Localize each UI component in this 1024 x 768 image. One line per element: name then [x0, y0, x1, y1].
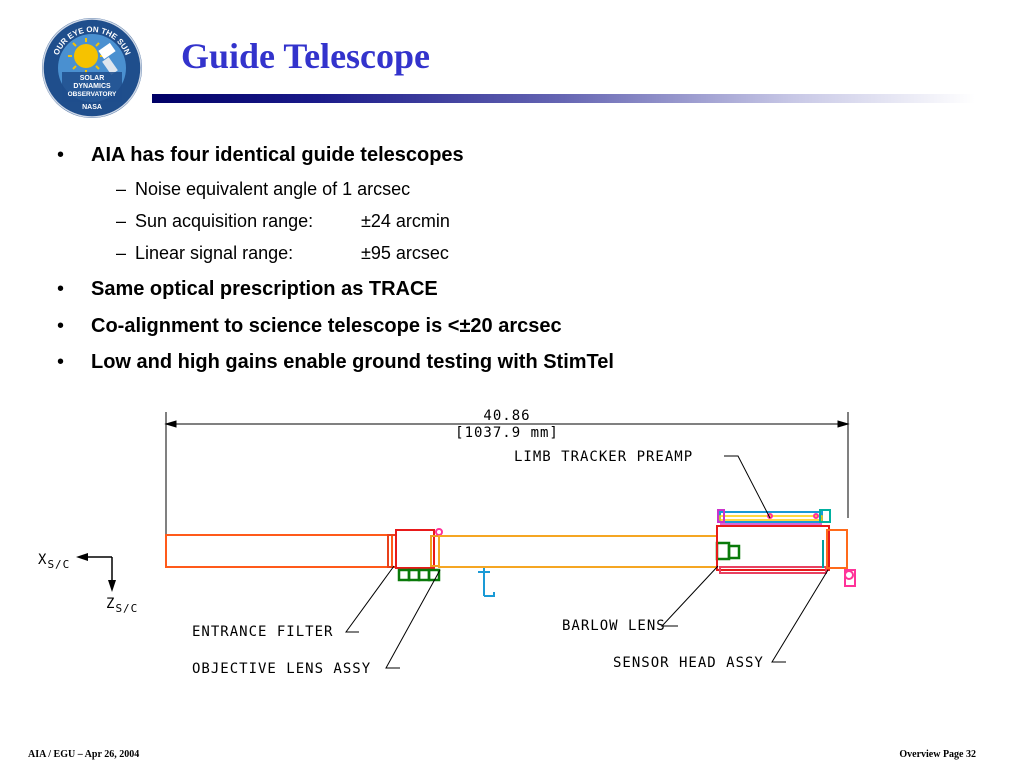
footer-page-number: Overview Page 32 [899, 749, 976, 760]
sub-bullet-value: ±95 arcsec [361, 243, 449, 263]
dash-glyph: – [116, 211, 127, 231]
mounting-bracket [478, 568, 495, 597]
sdo-logo: OUR EYE ON THE SUN SOLAR DYNAMICS OBSERV… [42, 18, 142, 118]
slide-title: Guide Telescope [181, 36, 431, 76]
telescope-assembly [165, 509, 856, 597]
bullet-text: AIA has four identical guide telescopes [91, 144, 464, 166]
guide-telescope-drawing: 40.86 [1037.9 mm] XS/C ZS/C [38, 408, 856, 677]
bullet-glyph: • [57, 144, 65, 166]
logo-line-3: OBSERVATORY [68, 91, 117, 98]
callout-barlow-lens: BARLOW LENS [562, 618, 666, 634]
main-tube [438, 535, 718, 568]
objective-lens-housing [395, 529, 435, 569]
limb-tracker-preamp [717, 509, 831, 525]
bullet-text: Low and high gains enable ground testing… [91, 351, 614, 373]
sub-bullet-text: Noise equivalent angle of 1 arcsec [135, 179, 411, 199]
dash-glyph: – [116, 243, 127, 263]
callout-leaders [345, 455, 829, 669]
logo-line-2: DYNAMICS [73, 83, 111, 90]
bullet-glyph: • [57, 278, 65, 300]
axis-z-label: ZS/C [106, 596, 138, 615]
axis-x-label: XS/C [38, 552, 70, 571]
logo-line-1: SOLAR [80, 75, 105, 82]
axis-indicator: XS/C ZS/C [38, 552, 138, 615]
bullet-glyph: • [57, 315, 65, 337]
title-underline [152, 94, 975, 103]
sun-icon [68, 38, 104, 74]
dash-glyph: – [116, 179, 127, 199]
callout-limb-tracker: LIMB TRACKER PREAMP [514, 449, 693, 465]
footer-left: AIA / EGU – Apr 26, 2004 [28, 749, 140, 760]
dimension-line [164, 412, 850, 536]
sensor-head [716, 525, 830, 571]
sub-bullet-text: Linear signal range: [135, 243, 294, 263]
spacecraft-icon [98, 42, 118, 75]
logo-agency: NASA [82, 104, 102, 111]
lens-cells [397, 541, 741, 582]
entrance-tube [165, 534, 393, 568]
bullet-glyph: • [57, 351, 65, 373]
callout-entrance-filter: ENTRANCE FILTER [192, 624, 333, 640]
dimension-inches: 40.86 [483, 408, 530, 424]
dimension-mm: [1037.9 mm] [455, 425, 559, 441]
bullet-text: Same optical prescription as TRACE [91, 278, 438, 300]
sub-bullet-value: ±24 arcmin [361, 211, 450, 231]
callout-objective-lens: OBJECTIVE LENS ASSY [192, 661, 371, 677]
callout-sensor-head: SENSOR HEAD ASSY [613, 655, 764, 671]
sub-bullet-text: Sun acquisition range: [135, 211, 314, 231]
bullet-text: Co-alignment to science telescope is <±2… [91, 315, 562, 337]
